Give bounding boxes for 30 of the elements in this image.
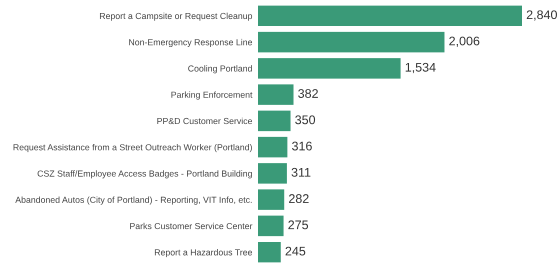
y-tick-label: CSZ Staff/Employee Access Badges - Portland Building [38,170,252,178]
data-label: 245 [286,246,306,256]
data-label: 2,840 [526,10,557,21]
bar [258,189,284,210]
bar [258,110,291,132]
data-label: 382 [298,89,318,98]
y-tick-label: Parks Customer Service Center [130,222,252,230]
y-tick-label: Abandoned Autos (City of Portland) - Reporting, VIT Info, etc. [15,196,252,205]
data-label: 275 [288,220,308,230]
bar [258,32,444,52]
data-label: 311 [292,168,310,177]
data-label: 350 [295,115,316,124]
bar [258,84,294,105]
bar [258,58,401,79]
bar [258,136,288,158]
y-tick-label: Request Assistance from a Street Outreach Worker (Portland) [14,144,252,152]
bar [258,6,522,26]
y-tick-label: Report a Hazardous Tree [154,249,252,258]
data-label: 2,006 [449,36,480,47]
bar [258,163,287,184]
data-label: 282 [289,194,309,204]
bar [258,216,284,236]
y-tick-label: Parking Enforcement [171,91,252,100]
bar [258,242,281,262]
y-tick-label: Non-Emergency Response Line [129,38,252,48]
data-label: 316 [292,142,312,150]
y-tick-label: PP&D Customer Service [157,118,252,124]
data-label: 1,534 [406,62,436,74]
y-tick-label: Cooling Portland [188,65,252,74]
y-tick-label: Report a Campsite or Request Cleanup [100,12,252,21]
